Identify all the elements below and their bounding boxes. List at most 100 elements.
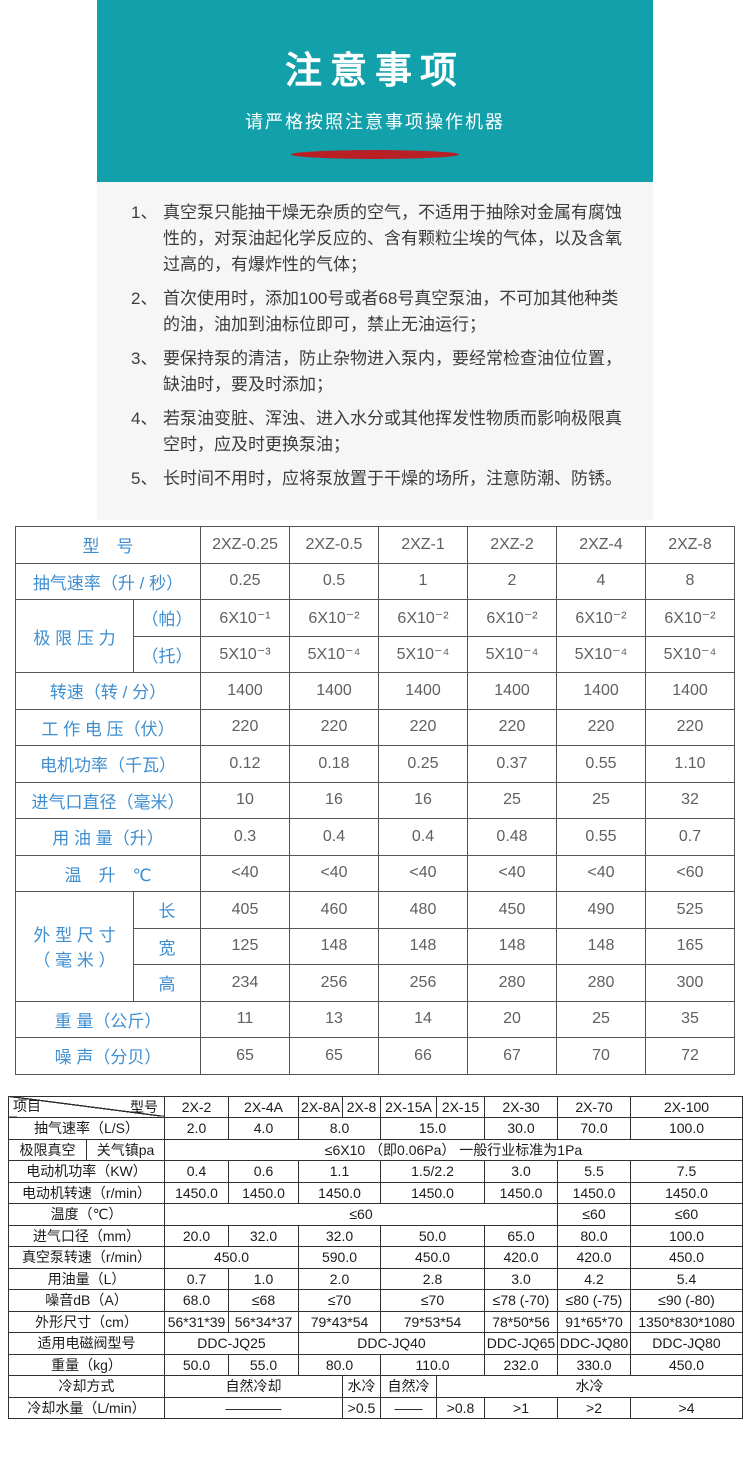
table-row: 电动机转速（r/min） 1450.0 1450.0 1450.0 1450.0 1450… [8,1181,743,1204]
table-cell: 125 [200,927,290,965]
table-cell: <40 [289,854,379,892]
sub-label-torr: （托） [133,635,201,673]
table-row: 温 升 ℃ <40 <40 <40 <40 <40 <60 [15,854,735,892]
spec-table-2xz: 型 号 2XZ-0.25 2XZ-0.5 2XZ-1 2XZ-2 2XZ-4 2XZ-8 抽气… [15,526,735,1075]
table-cell: 280 [467,964,557,1002]
table-cell: 0.3 [200,818,290,856]
table-row: 冷却水量（L/min） ———— >0.5 —— >0.8 >1 >2 >4 [8,1396,743,1419]
table-cell: 6X10⁻² [289,599,379,637]
table-cell: 7.5 [630,1160,743,1183]
table-row: 温度（℃） ≤60 ≤60 ≤60 [8,1203,743,1226]
table-cell: 2X-8A [298,1095,343,1118]
table-cell: ———— [164,1396,343,1419]
table-cell: 0.18 [289,745,379,783]
table-cell: 234 [200,964,290,1002]
table-cell: 1450.0 [298,1181,381,1204]
table-row: 真空泵转速（r/min） 450.0 590.0 450.0 420.0 420.0 450… [8,1246,743,1269]
table-cell: 1450.0 [164,1181,229,1204]
table-row: 抽气速率（升 / 秒） 0.25 0.5 1 2 4 8 [15,562,735,600]
row-label-pumping-speed: 抽气速率（升 / 秒） [15,562,201,600]
table-cell: 525 [645,891,735,929]
spec-table-2x: 型号 项目 2X-2 2X-4A 2X-8A 2X-8 2X-15A 2X-15 2X-30 2X… [8,1095,743,1420]
table-cell: 450.0 [630,1353,743,1376]
table-row: 高 234 256 256 280 280 300 [16,964,735,1002]
table-cell: 100.0 [630,1117,743,1140]
table-cell: 220 [645,708,735,746]
table-cell: 1400 [645,672,735,710]
table-cell: 1.5/2.2 [380,1160,485,1183]
table-cell: ≤78 (-70) [484,1289,558,1312]
table-cell: 450.0 [630,1246,743,1269]
notice-number: 3、 [131,349,158,368]
table-cell: 78*50*56 [484,1310,558,1333]
table-cell: 420.0 [484,1246,558,1269]
table-row: 工 作 电 压（伏） 220 220 220 220 220 220 [15,708,735,746]
notice-number: 5、 [131,469,158,488]
notice-number: 2、 [131,289,158,308]
diag-label-model: 型号 [130,1098,158,1115]
sub-label-pa: （帕） [133,599,201,637]
banner-title: 注意事项 [285,50,465,91]
row-label-inlet-diameter: 进气口直径（毫米） [15,781,201,819]
table-cell: 148 [467,927,557,965]
table-cell: DDC-JQ40 [298,1332,485,1355]
row-label-voltage: 工 作 电 压（伏） [15,708,201,746]
table-cell: 590.0 [298,1246,381,1269]
table-cell: 91*65*70 [557,1310,631,1333]
table-row: 噪音dB（A） 68.0 ≤68 ≤70 ≤70 ≤78 (-70) ≤80 (-75) ≤9… [8,1289,743,1312]
table-cell: 5.5 [557,1160,631,1183]
table-cell: 5X10⁻⁴ [378,635,468,673]
table-cell: 2X-4A [228,1095,299,1118]
table-cell: 2 [467,562,557,600]
table-cell: 0.7 [645,818,735,856]
table-cell: 2.0 [164,1117,229,1140]
table-cell: 2X-8 [342,1095,381,1118]
table-cell: 1 [378,562,468,600]
row-label-pump-speed: 真空泵转速（r/min） [8,1246,165,1269]
table-cell: <40 [378,854,468,892]
table-cell: 2X-70 [557,1095,631,1118]
table-row: （托） 5X10⁻³ 5X10⁻⁴ 5X10⁻⁴ 5X10⁻⁴ 5X10⁻⁴ 5X10⁻⁴ [16,635,735,673]
row-label-cooling-water: 冷却水量（L/min） [8,1396,165,1419]
table-row: 外形尺寸（cm） 56*31*39 56*34*37 79*43*54 79*53*54… [8,1310,743,1333]
table-row: 型 号 2XZ-0.25 2XZ-0.5 2XZ-1 2XZ-2 2XZ-4 2XZ-8 [15,526,735,564]
table-cell: DDC-JQ25 [164,1332,299,1355]
notice-item: 3、 要保持泵的清洁，防止杂物进入泵内，要经常检查油位位置，缺油时，要及时添加； [131,346,627,398]
spec-table-2x-container: 型号 项目 2X-2 2X-4A 2X-8A 2X-8 2X-15A 2X-15 2X-30 2X… [8,1095,743,1420]
table-cell: DDC-JQ80 [630,1332,743,1355]
row-label-dimensions: 外形尺寸（cm） [8,1310,165,1333]
table-cell: 220 [556,708,646,746]
table-cell: 8 [645,562,735,600]
table-row: 用油量（L） 0.7 1.0 2.0 2.8 3.0 4.2 5.4 [8,1267,743,1290]
notice-text: 长时间不用时，应将泵放置于干燥的场所，注意防潮、防锈。 [163,469,622,488]
table-cell: ≤60 [630,1203,743,1226]
table-cell: 2X-100 [630,1095,743,1118]
table-cell: 2XZ-0.5 [289,526,379,564]
table-cell: ≤80 (-75) [557,1289,631,1312]
table-cell: 4 [556,562,646,600]
table-cell: 1400 [200,672,290,710]
table-cell: 25 [556,1000,646,1038]
row-label-motor-power: 电机功率（千瓦） [15,745,201,783]
table-cell: 0.4 [164,1160,229,1183]
table-cell: ≤6X10 （即0.06Pa） 一般行业标准为1Pa [164,1138,743,1161]
table-cell: 1350*830*1080 [630,1310,743,1333]
table-cell: <40 [467,854,557,892]
table-cell: 256 [378,964,468,1002]
notice-text: 若泵油变脏、浑浊、进入水分或其他挥发性物质而影响极限真空时，应及时更换泵油； [163,409,622,454]
table-cell: 300 [645,964,735,1002]
row-label-dimensions: 外 型 尺 寸 （ 毫 米 ） [15,891,134,1002]
notice-number: 4、 [131,409,158,428]
table-cell: >0.8 [436,1396,485,1419]
row-label-temperature: 温度（℃） [8,1203,165,1226]
table-row: 重量（kg） 50.0 55.0 80.0 110.0 232.0 330.0 450.0 [8,1353,743,1376]
table-cell: 2XZ-1 [378,526,468,564]
notice-item: 2、 首次使用时，添加100号或者68号真空泵油，不可加其他种类的油，油加到油标… [131,286,627,338]
table-cell: >0.5 [342,1396,381,1419]
table-cell: 50.0 [380,1224,485,1247]
table-cell: 0.5 [289,562,379,600]
table-cell: 2XZ-2 [467,526,557,564]
sub-label-height: 高 [133,964,201,1002]
notice-banner: 注意事项 请严格按照注意事项操作机器 [97,0,653,182]
table-cell: 6X10⁻² [556,599,646,637]
